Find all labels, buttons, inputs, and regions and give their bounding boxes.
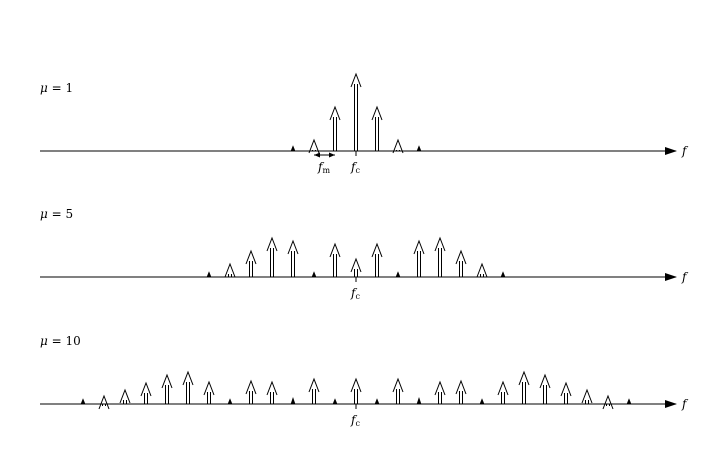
spectral-line-arrow bbox=[416, 397, 422, 405]
spectral-line-arrow bbox=[455, 379, 467, 404]
spectral-line-arrow bbox=[350, 72, 362, 151]
spectral-line-arrow bbox=[119, 388, 131, 404]
panel-mu-5: μ = 5 f fc bbox=[40, 207, 689, 301]
spectral-line-arrow bbox=[266, 236, 278, 277]
spectral-line-arrow bbox=[329, 105, 341, 151]
spectral-line-arrow bbox=[308, 138, 320, 154]
carrier-label-2: fc bbox=[350, 286, 360, 301]
spectral-line-arrow bbox=[434, 380, 446, 404]
spectral-line-arrow bbox=[413, 239, 425, 277]
spectral-line-arrow bbox=[434, 236, 446, 277]
spectral-line-arrow bbox=[80, 398, 86, 405]
spectral-line-arrow bbox=[161, 373, 173, 404]
spectral-line-arrow bbox=[290, 397, 296, 405]
mu-label-1: μ = 1 bbox=[40, 81, 73, 95]
spectral-line-arrow bbox=[203, 380, 215, 404]
spectral-line-arrow bbox=[266, 380, 278, 404]
spectral-lines-3 bbox=[80, 370, 632, 410]
spectral-lines-2 bbox=[206, 236, 506, 278]
spectral-line-arrow bbox=[245, 249, 257, 277]
spectral-line-arrow bbox=[245, 379, 257, 404]
mu-label-10: μ = 10 bbox=[40, 334, 81, 348]
spectral-line-arrow bbox=[602, 394, 614, 410]
spectral-line-arrow bbox=[311, 271, 317, 278]
spectral-line-arrow bbox=[329, 242, 341, 277]
spectral-lines-1 bbox=[290, 72, 422, 154]
axis-label-2: f bbox=[681, 270, 689, 284]
spectral-line-arrow bbox=[395, 271, 401, 278]
spectral-line-arrow bbox=[140, 381, 152, 404]
spectral-line-arrow bbox=[539, 373, 551, 404]
spectral-line-arrow bbox=[182, 370, 194, 404]
spectral-line-arrow bbox=[560, 381, 572, 404]
spectral-line-arrow bbox=[476, 262, 488, 278]
spectral-line-arrow bbox=[332, 398, 338, 405]
spectral-line-arrow bbox=[290, 145, 296, 152]
spectral-line-arrow bbox=[581, 388, 593, 404]
axis-label-1: f bbox=[681, 144, 689, 158]
spectral-line-arrow bbox=[416, 145, 422, 152]
carrier-label-1: fc bbox=[350, 160, 360, 175]
spectral-line-arrow bbox=[227, 398, 233, 405]
spectral-line-arrow bbox=[224, 262, 236, 278]
panel-mu-1: μ = 1 f fc fm bbox=[40, 72, 689, 175]
spectral-line-arrow bbox=[287, 239, 299, 277]
spacing-label: fm bbox=[317, 160, 330, 175]
spectral-line-arrow bbox=[626, 398, 632, 405]
spectral-line-arrow bbox=[392, 138, 404, 154]
spectral-line-arrow bbox=[479, 398, 485, 405]
spectral-line-arrow bbox=[308, 377, 320, 404]
axis-label-3: f bbox=[681, 397, 689, 411]
spectral-line-arrow bbox=[497, 380, 509, 404]
spectral-line-arrow bbox=[500, 271, 506, 278]
spectral-line-arrow bbox=[371, 242, 383, 277]
spectral-line-arrow bbox=[98, 394, 110, 410]
mu-label-5: μ = 5 bbox=[40, 207, 73, 221]
spectral-line-arrow bbox=[455, 249, 467, 277]
carrier-label-3: fc bbox=[350, 413, 360, 428]
spectral-line-arrow bbox=[518, 370, 530, 404]
spectral-line-arrow bbox=[371, 105, 383, 151]
spectral-line-arrow bbox=[374, 398, 380, 405]
panel-mu-10: μ = 10 f fc bbox=[40, 334, 689, 428]
spectral-line-arrow bbox=[392, 377, 404, 404]
spectral-line-arrow bbox=[206, 271, 212, 278]
spectral-line-arrow bbox=[350, 377, 362, 404]
spectral-line-arrow bbox=[350, 257, 362, 277]
